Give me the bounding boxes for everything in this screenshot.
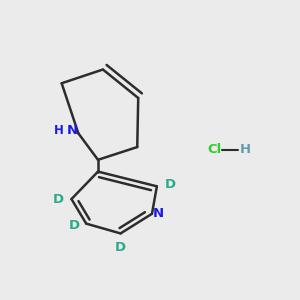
Text: N: N [66,124,77,137]
Text: D: D [68,219,80,232]
Text: D: D [53,193,64,206]
Text: N: N [153,207,164,220]
Text: Cl: Cl [208,143,222,157]
Text: H: H [53,124,63,137]
Text: D: D [115,241,126,254]
Text: H: H [240,143,251,157]
Text: D: D [165,178,176,191]
